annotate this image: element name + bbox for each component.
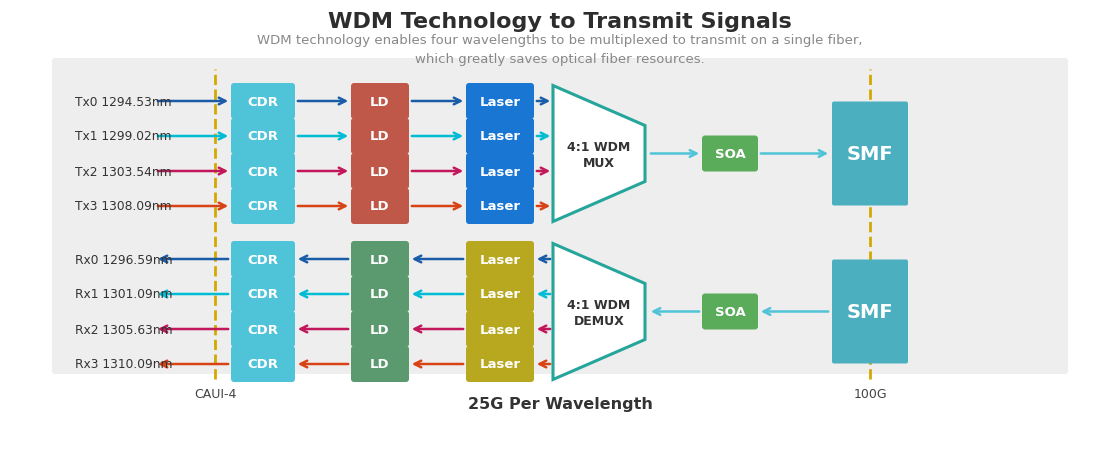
Text: Rx0 1296.59nm: Rx0 1296.59nm	[75, 253, 172, 266]
Text: Tx3 1308.09nm: Tx3 1308.09nm	[75, 200, 171, 213]
Text: CDR: CDR	[248, 358, 279, 371]
FancyBboxPatch shape	[231, 311, 295, 347]
Text: MUX: MUX	[584, 157, 615, 170]
FancyBboxPatch shape	[466, 154, 534, 190]
Text: Laser: Laser	[479, 95, 521, 108]
FancyBboxPatch shape	[466, 119, 534, 155]
Text: Laser: Laser	[479, 200, 521, 213]
FancyBboxPatch shape	[231, 189, 295, 224]
Text: LD: LD	[371, 130, 390, 143]
Text: CDR: CDR	[248, 95, 279, 108]
Text: Laser: Laser	[479, 323, 521, 336]
Text: LD: LD	[371, 200, 390, 213]
FancyBboxPatch shape	[231, 119, 295, 155]
FancyBboxPatch shape	[466, 346, 534, 382]
FancyBboxPatch shape	[466, 311, 534, 347]
FancyBboxPatch shape	[231, 276, 295, 312]
Text: Rx1 1301.09nm: Rx1 1301.09nm	[75, 288, 172, 301]
Text: SMF: SMF	[847, 145, 894, 164]
FancyBboxPatch shape	[231, 346, 295, 382]
FancyBboxPatch shape	[351, 84, 409, 120]
Text: 100G: 100G	[853, 387, 887, 400]
Text: Tx1 1299.02nm: Tx1 1299.02nm	[75, 130, 171, 143]
Text: Laser: Laser	[479, 253, 521, 266]
Text: Tx2 1303.54nm: Tx2 1303.54nm	[75, 165, 171, 178]
Text: LD: LD	[371, 165, 390, 178]
FancyBboxPatch shape	[351, 119, 409, 155]
Polygon shape	[553, 86, 645, 222]
Text: CDR: CDR	[248, 165, 279, 178]
FancyBboxPatch shape	[702, 294, 758, 330]
Text: WDM technology enables four wavelengths to be multiplexed to transmit on a singl: WDM technology enables four wavelengths …	[258, 34, 862, 66]
Text: CDR: CDR	[248, 288, 279, 301]
FancyBboxPatch shape	[231, 154, 295, 190]
Text: Laser: Laser	[479, 288, 521, 301]
Text: WDM Technology to Transmit Signals: WDM Technology to Transmit Signals	[328, 12, 792, 32]
Text: CDR: CDR	[248, 130, 279, 143]
Text: CDR: CDR	[248, 323, 279, 336]
Text: LD: LD	[371, 358, 390, 371]
FancyBboxPatch shape	[52, 59, 1068, 374]
Text: 4:1 WDM: 4:1 WDM	[568, 298, 631, 311]
Text: CAUI-4: CAUI-4	[194, 387, 236, 400]
FancyBboxPatch shape	[351, 346, 409, 382]
Text: Rx2 1305.63nm: Rx2 1305.63nm	[75, 323, 172, 336]
Text: CDR: CDR	[248, 200, 279, 213]
Text: SOA: SOA	[715, 305, 746, 318]
FancyBboxPatch shape	[351, 276, 409, 312]
Text: LD: LD	[371, 288, 390, 301]
Text: LD: LD	[371, 323, 390, 336]
FancyBboxPatch shape	[832, 102, 908, 206]
FancyBboxPatch shape	[466, 276, 534, 312]
Text: SMF: SMF	[847, 302, 894, 321]
Text: DEMUX: DEMUX	[573, 314, 624, 327]
FancyBboxPatch shape	[466, 189, 534, 224]
Text: Laser: Laser	[479, 165, 521, 178]
FancyBboxPatch shape	[466, 84, 534, 120]
Text: Rx3 1310.09nm: Rx3 1310.09nm	[75, 358, 172, 371]
FancyBboxPatch shape	[351, 311, 409, 347]
Text: CDR: CDR	[248, 253, 279, 266]
FancyBboxPatch shape	[351, 241, 409, 277]
FancyBboxPatch shape	[832, 260, 908, 364]
Text: LD: LD	[371, 253, 390, 266]
Text: Laser: Laser	[479, 130, 521, 143]
FancyBboxPatch shape	[351, 154, 409, 190]
Text: LD: LD	[371, 95, 390, 108]
FancyBboxPatch shape	[231, 241, 295, 277]
Text: 25G Per Wavelength: 25G Per Wavelength	[467, 397, 653, 412]
Text: 4:1 WDM: 4:1 WDM	[568, 141, 631, 154]
Text: SOA: SOA	[715, 148, 746, 161]
Text: Laser: Laser	[479, 358, 521, 371]
Polygon shape	[553, 244, 645, 380]
FancyBboxPatch shape	[702, 136, 758, 172]
FancyBboxPatch shape	[231, 84, 295, 120]
FancyBboxPatch shape	[351, 189, 409, 224]
FancyBboxPatch shape	[466, 241, 534, 277]
Text: Tx0 1294.53nm: Tx0 1294.53nm	[75, 95, 171, 108]
